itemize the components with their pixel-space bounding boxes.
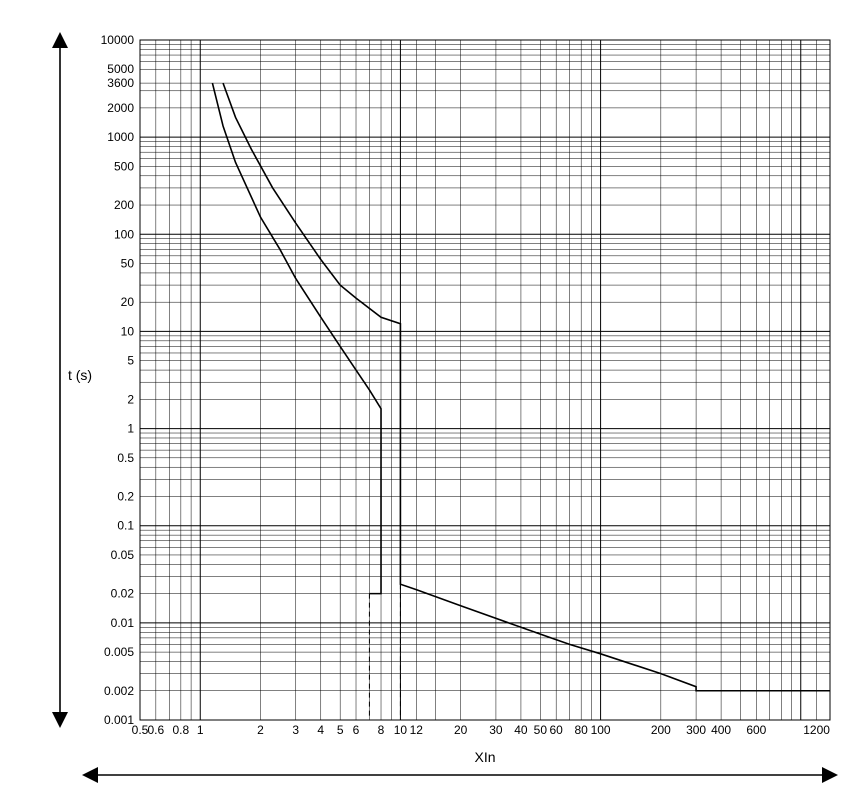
y-tick-label: 0.1	[117, 519, 134, 533]
y-tick-label: 0.5	[117, 451, 134, 465]
x-tick-label: 3	[292, 723, 299, 737]
x-tick-label: 1200	[803, 723, 830, 737]
x-tick-label: 80	[575, 723, 589, 737]
x-tick-label: 10	[394, 723, 408, 737]
y-tick-label: 0.02	[111, 587, 135, 601]
y-tick-label: 500	[114, 159, 134, 173]
y-tick-label: 10000	[101, 33, 135, 47]
y-tick-label: 0.005	[104, 645, 134, 659]
x-tick-label: 30	[489, 723, 503, 737]
x-tick-label: 50	[534, 723, 548, 737]
x-tick-label: 5	[337, 723, 344, 737]
x-tick-label: 600	[746, 723, 766, 737]
y-tick-label: 200	[114, 198, 134, 212]
y-tick-label: 10	[121, 324, 135, 338]
x-tick-label: 100	[591, 723, 611, 737]
x-tick-label: 8	[378, 723, 385, 737]
y-tick-label: 20	[121, 295, 135, 309]
x-tick-label: 60	[549, 723, 563, 737]
y-tick-label: 100	[114, 227, 134, 241]
y-tick-label: 0.01	[111, 616, 135, 630]
y-tick-label: 1000	[107, 130, 134, 144]
y-tick-label: 3600	[107, 76, 134, 90]
x-tick-label: 20	[454, 723, 468, 737]
y-tick-label: 0.05	[111, 548, 135, 562]
x-tick-label: 1	[197, 723, 204, 737]
y-tick-label: 1	[127, 422, 134, 436]
x-axis-label: XIn	[474, 749, 495, 765]
x-tick-label: 12	[410, 723, 424, 737]
y-tick-label: 5	[127, 354, 134, 368]
x-tick-label: 400	[711, 723, 731, 737]
x-tick-label: 200	[651, 723, 671, 737]
x-tick-label: 300	[686, 723, 706, 737]
trip-curve-chart: 0.50.60.81234568101220304050608010020030…	[0, 0, 857, 799]
y-axis-label: t (s)	[68, 367, 92, 383]
y-tick-label: 50	[121, 257, 135, 271]
x-tick-label: 2	[257, 723, 264, 737]
y-tick-label: 0.001	[104, 713, 134, 727]
y-tick-label: 5000	[107, 62, 134, 76]
y-tick-label: 2000	[107, 101, 134, 115]
y-tick-label: 0.2	[117, 489, 134, 503]
x-tick-label: 6	[353, 723, 360, 737]
y-tick-label: 2	[127, 392, 134, 406]
x-tick-label: 40	[514, 723, 528, 737]
x-tick-label: 0.6	[148, 723, 165, 737]
x-tick-label: 0.5	[132, 723, 149, 737]
x-tick-label: 0.8	[173, 723, 190, 737]
x-tick-label: 4	[317, 723, 324, 737]
y-tick-label: 0.002	[104, 684, 134, 698]
